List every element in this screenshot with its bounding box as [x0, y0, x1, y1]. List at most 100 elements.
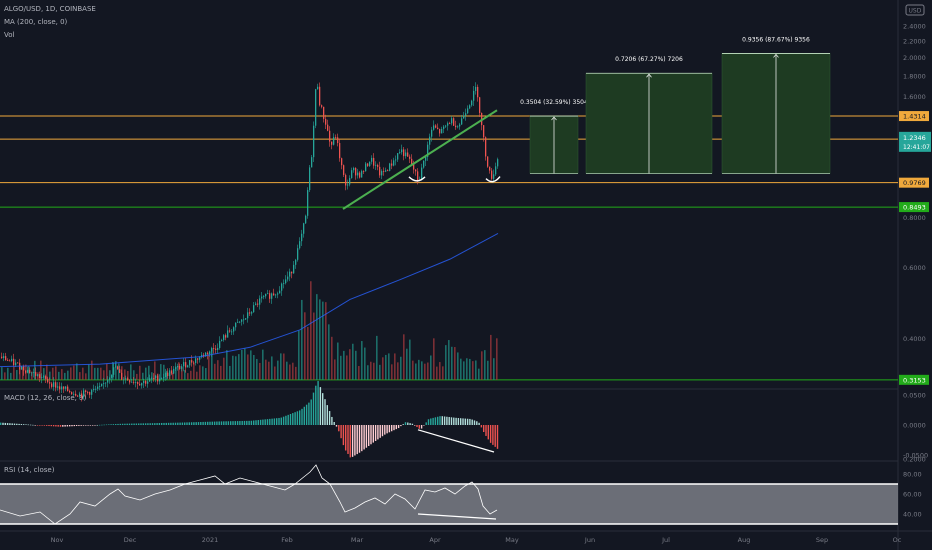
- macd-bar: [195, 422, 197, 425]
- macd-divergence-line: [417, 429, 495, 453]
- volume-bar: [253, 355, 255, 380]
- candle-body: [93, 389, 95, 391]
- volume-bar: [1, 367, 3, 380]
- candle-body: [95, 388, 97, 390]
- candle-body: [401, 149, 403, 153]
- volume-bar: [340, 355, 342, 380]
- price-tick-label: 1.8000: [903, 73, 926, 81]
- volume-bar: [277, 360, 279, 380]
- macd-bar: [119, 423, 121, 425]
- volume-bar: [163, 364, 165, 380]
- volume-bar: [184, 370, 186, 380]
- candle-body: [133, 381, 135, 383]
- volume-bar: [478, 368, 480, 380]
- macd-bar: [32, 424, 34, 426]
- macd-bar: [494, 425, 496, 447]
- candle-body: [105, 382, 107, 384]
- candle-body: [177, 365, 179, 368]
- rsi-tick-label: 60.00: [903, 491, 922, 499]
- volume-bar: [100, 367, 102, 380]
- macd-bar: [211, 421, 213, 425]
- volume-bar: [319, 299, 321, 380]
- candle-body: [329, 130, 331, 142]
- volume-bar: [493, 358, 495, 380]
- macd-bar: [80, 425, 82, 426]
- volume-bar: [481, 351, 483, 380]
- level-badge: [899, 374, 929, 385]
- volume-bar: [382, 357, 384, 380]
- candle-body: [101, 383, 103, 387]
- target-label: 0.3504 (32.59%) 3504: [520, 99, 588, 106]
- macd-bar: [266, 419, 269, 425]
- macd-bar: [170, 422, 172, 425]
- volume-bar: [376, 335, 378, 380]
- macd-bar: [264, 419, 266, 425]
- candle-body: [435, 125, 437, 128]
- candle-body: [361, 171, 363, 178]
- macd-bar: [85, 425, 87, 426]
- macd-bar: [89, 425, 92, 426]
- macd-bar: [285, 415, 287, 425]
- candle-body: [127, 378, 129, 381]
- price-tick-label: 2.2000: [903, 38, 926, 46]
- volume-bar: [142, 372, 144, 380]
- macd-bar: [434, 417, 437, 425]
- macd-bar: [165, 422, 167, 425]
- candle-body: [45, 376, 47, 379]
- macd-bar: [448, 417, 450, 425]
- candle-body: [137, 382, 139, 384]
- macd-bar: [269, 418, 271, 425]
- volume-bar: [181, 367, 183, 380]
- price-tick-label: 1.6000: [903, 93, 926, 101]
- macd-bar: [496, 425, 499, 449]
- candle-body: [261, 296, 263, 299]
- volume-bar: [127, 370, 129, 380]
- volume-bar: [412, 360, 414, 380]
- volume-bar: [196, 371, 198, 380]
- volume-bar: [301, 299, 303, 380]
- candle-body: [71, 392, 73, 395]
- macd-bar: [110, 424, 112, 425]
- volume-bar: [454, 347, 456, 380]
- volume-bar: [286, 361, 288, 380]
- candle-body: [9, 360, 11, 362]
- currency-badge: [905, 4, 925, 16]
- candle-body: [55, 382, 57, 388]
- volume-bar: [310, 281, 312, 380]
- candle-body: [349, 178, 351, 185]
- macd-bar: [161, 422, 163, 425]
- candle-body: [473, 90, 475, 101]
- volume-bar: [430, 355, 432, 380]
- level-label: 0.3153: [903, 376, 926, 384]
- candle-body: [209, 351, 211, 355]
- candle-body: [469, 105, 471, 109]
- candle-body: [321, 105, 323, 107]
- candle-body: [471, 100, 473, 106]
- candle-body: [23, 366, 25, 371]
- macd-bar: [289, 413, 292, 425]
- volume-bar: [496, 338, 498, 380]
- level-label: 1.4314: [903, 113, 926, 121]
- candle-body: [135, 382, 137, 383]
- volume-bar: [469, 358, 471, 380]
- macd-bar: [305, 404, 308, 425]
- macd-bar: [361, 425, 363, 452]
- time-tick-label: Jul: [661, 536, 670, 544]
- candle-body: [175, 367, 177, 369]
- candle-body: [485, 137, 487, 157]
- candle-body: [429, 136, 431, 145]
- volume-bar: [394, 353, 396, 380]
- candle-body: [431, 129, 433, 137]
- macd-bar: [29, 424, 32, 426]
- volume-bar: [307, 326, 309, 380]
- candle-body: [179, 365, 181, 369]
- candle-body: [373, 157, 375, 166]
- volume-bar: [262, 349, 264, 380]
- volume-bar: [124, 369, 126, 380]
- candle-body: [355, 167, 357, 176]
- candle-body: [371, 157, 373, 162]
- candle-body: [251, 312, 253, 314]
- macd-bar: [466, 418, 469, 425]
- macd-bar: [450, 417, 453, 425]
